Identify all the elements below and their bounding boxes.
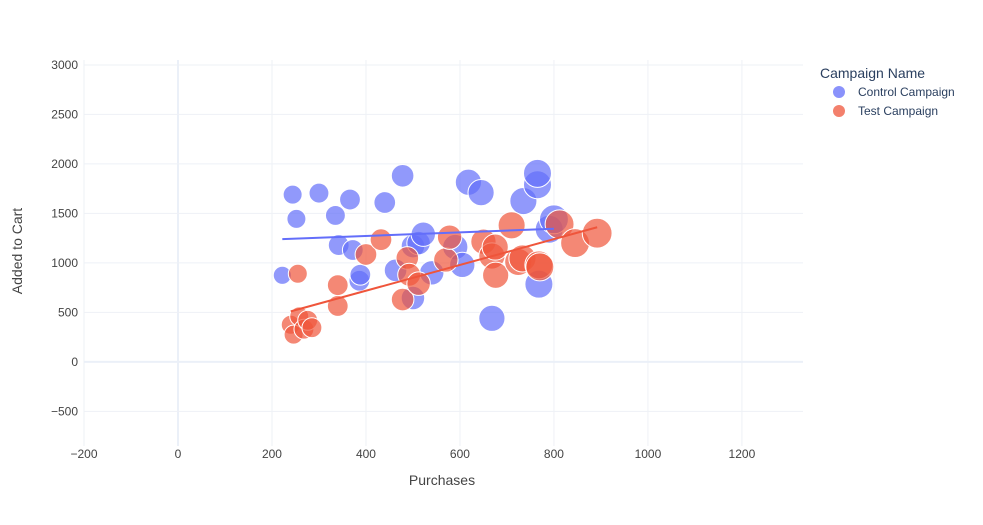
- y-tick-label: −500: [51, 404, 78, 418]
- y-tick-label: 2500: [51, 107, 78, 121]
- marker-control[interactable]: [308, 182, 330, 204]
- legend-label-test: Test Campaign: [858, 104, 938, 118]
- marker-test[interactable]: [287, 263, 308, 284]
- x-tick-label: 1000: [635, 447, 662, 461]
- marker-control[interactable]: [373, 191, 397, 214]
- marker-control[interactable]: [478, 304, 506, 332]
- x-tick-label: 400: [356, 447, 376, 461]
- x-tick-label: 600: [450, 447, 470, 461]
- legend-item-test[interactable]: Test Campaign: [833, 104, 938, 118]
- legend-item-control[interactable]: Control Campaign: [833, 85, 955, 99]
- marker-control[interactable]: [467, 179, 495, 207]
- marker-test[interactable]: [497, 211, 526, 240]
- y-tick-label: 0: [71, 355, 78, 369]
- x-tick-label: −200: [70, 447, 97, 461]
- marker-test[interactable]: [301, 317, 323, 339]
- legend-title: Campaign Name: [820, 65, 925, 81]
- legend-marker-test: [833, 105, 845, 117]
- marker-test[interactable]: [436, 224, 463, 250]
- marker-control[interactable]: [522, 158, 552, 188]
- y-axis-title: Added to Cart: [9, 208, 25, 294]
- marker-test[interactable]: [326, 274, 349, 297]
- y-tick-label: 1500: [51, 206, 78, 220]
- trendlines: [282, 226, 598, 313]
- trendline-control: [282, 227, 554, 241]
- marker-control[interactable]: [324, 204, 346, 226]
- marker-control[interactable]: [282, 184, 303, 205]
- x-tick-label: 1200: [729, 447, 756, 461]
- marker-test[interactable]: [482, 261, 510, 289]
- marker-test[interactable]: [525, 252, 555, 282]
- x-tick-labels: −200 0 200 400 600 800 1000 1200: [70, 447, 755, 461]
- x-tick-label: 200: [262, 447, 282, 461]
- x-axis-title: Purchases: [409, 472, 475, 488]
- marker-control[interactable]: [339, 188, 361, 211]
- y-tick-label: 3000: [51, 58, 78, 72]
- x-tick-label: 800: [544, 447, 564, 461]
- legend: Campaign Name Control Campaign Test Camp…: [820, 65, 955, 118]
- marker-test[interactable]: [390, 287, 415, 312]
- y-tick-label: 2000: [51, 157, 78, 171]
- x-tick-label: 0: [175, 447, 182, 461]
- marker-control[interactable]: [349, 263, 372, 286]
- marker-test[interactable]: [354, 243, 378, 266]
- grid: [83, 60, 803, 446]
- trendline-test: [290, 226, 598, 313]
- marker-test[interactable]: [369, 228, 393, 251]
- y-tick-labels: −500 0 500 1000 1500 2000 2500 3000: [51, 58, 78, 418]
- y-tick-label: 500: [58, 305, 78, 319]
- marker-test[interactable]: [581, 217, 613, 249]
- legend-marker-control: [833, 86, 845, 98]
- markers: [272, 158, 613, 345]
- marker-control[interactable]: [286, 208, 307, 229]
- legend-label-control: Control Campaign: [858, 85, 955, 99]
- y-tick-label: 1000: [51, 256, 78, 270]
- marker-control[interactable]: [390, 164, 415, 188]
